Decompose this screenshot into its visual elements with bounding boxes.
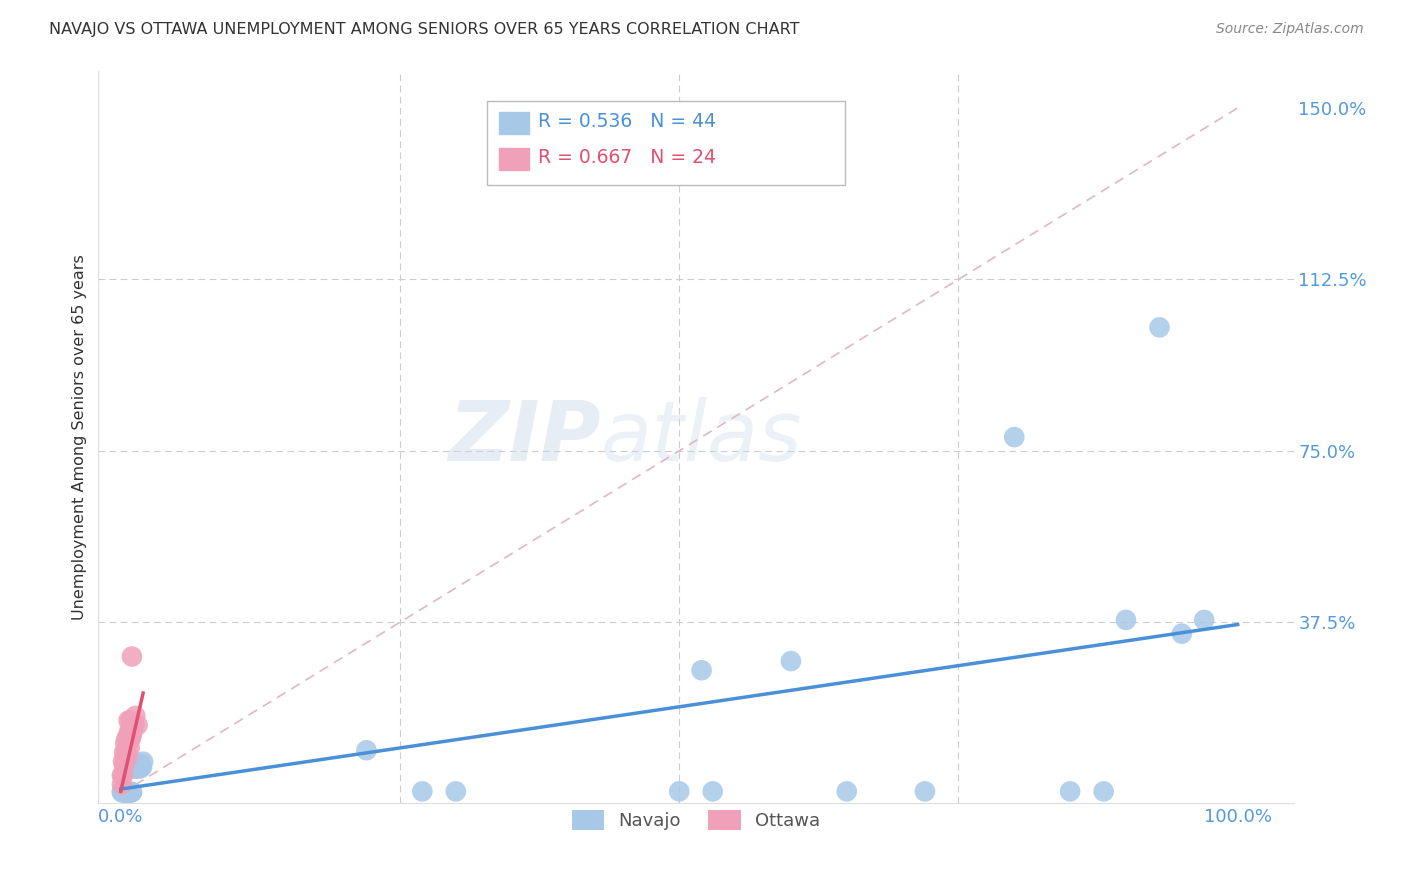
Point [111,785,134,799]
Point [1002,430,1025,444]
Point [115,785,138,799]
Point [115,785,138,799]
Point [111,768,134,782]
Point [117,785,139,799]
Point [1171,626,1194,640]
Point [115,746,138,760]
Point [117,714,139,728]
Bar [499,112,529,134]
Text: R = 0.667   N = 24: R = 0.667 N = 24 [538,148,716,167]
Point [111,784,134,798]
Point [114,736,136,750]
Bar [499,148,529,170]
Text: Source: ZipAtlas.com: Source: ZipAtlas.com [1216,22,1364,37]
Point [112,746,135,760]
Text: NAVAJO VS OTTAWA UNEMPLOYMENT AMONG SENIORS OVER 65 YEARS CORRELATION CHART: NAVAJO VS OTTAWA UNEMPLOYMENT AMONG SENI… [49,22,800,37]
Point [115,731,138,746]
Point [1149,320,1171,334]
Y-axis label: Unemployment Among Seniors over 65 years: Unemployment Among Seniors over 65 years [72,254,87,620]
Point [117,727,139,741]
Point [112,759,135,773]
Point [111,755,134,769]
Point [128,760,150,774]
Point [1092,784,1115,798]
Point [690,663,713,677]
Point [668,784,690,798]
Point [121,649,143,664]
Text: R = 0.536   N = 44: R = 0.536 N = 44 [538,112,716,130]
Text: atlas: atlas [600,397,801,477]
Point [114,785,136,799]
Point [111,785,134,799]
Point [112,785,135,799]
Legend: Navajo, Ottawa: Navajo, Ottawa [564,803,828,838]
Point [118,785,141,799]
Point [111,784,134,798]
Point [122,762,145,776]
Point [120,714,142,728]
Point [1059,784,1081,798]
Point [112,785,135,799]
Point [117,785,139,799]
Point [118,785,141,799]
Point [117,750,139,764]
Point [122,718,145,732]
Text: ZIP: ZIP [447,397,600,477]
Point [444,784,467,798]
Point [411,784,433,798]
Point [118,740,141,755]
Point [124,759,146,773]
Point [356,743,378,757]
Point [114,750,136,764]
Point [121,785,143,799]
Point [117,784,139,798]
Point [122,723,145,737]
Point [128,762,150,776]
Point [111,778,134,792]
Point [111,768,134,782]
Point [114,786,136,800]
Point [120,731,142,746]
Point [127,756,149,771]
Point [1115,613,1137,627]
Point [117,785,139,799]
Point [121,727,143,741]
Point [124,709,146,723]
Point [702,784,724,798]
Point [835,784,858,798]
Point [1192,613,1215,627]
Point [125,762,148,776]
Point [127,718,149,732]
Point [129,756,152,771]
Point [121,785,143,799]
Point [118,723,141,737]
Point [131,760,153,774]
Point [120,785,142,799]
Point [117,736,139,750]
Point [132,755,155,769]
Point [914,784,936,798]
Point [780,654,803,668]
FancyBboxPatch shape [486,101,845,185]
